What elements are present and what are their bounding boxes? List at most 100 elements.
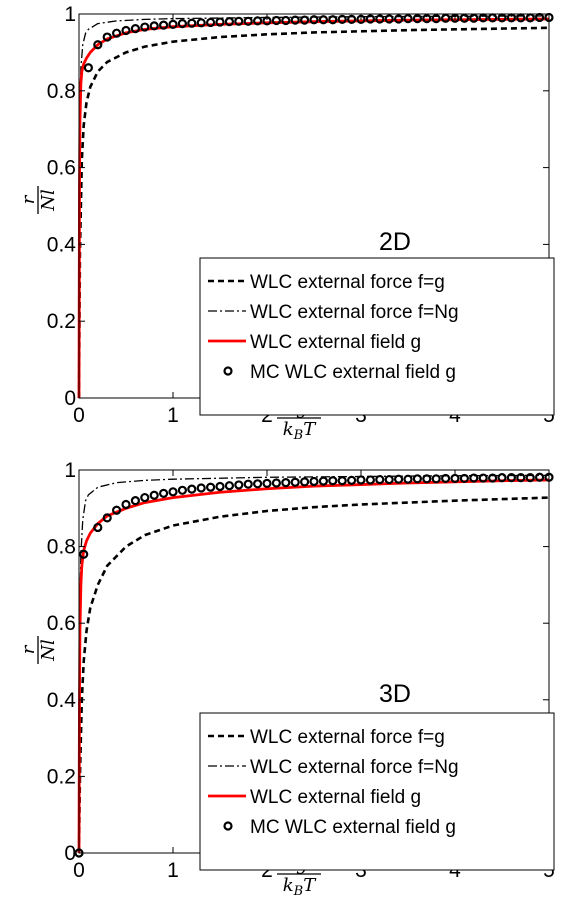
mc-marker xyxy=(224,481,234,491)
series-line-dashed xyxy=(77,496,550,854)
mc-marker xyxy=(431,14,441,24)
x-tick-label: 0 xyxy=(73,859,85,882)
y-label-numerator: r xyxy=(18,644,39,654)
mc-marker xyxy=(356,475,366,485)
mc-marker xyxy=(300,15,310,25)
legend-entry: WLC external force f=g xyxy=(250,272,445,293)
x-label-denominator: kBT xyxy=(283,419,317,443)
mc-marker xyxy=(290,15,300,25)
mc-marker xyxy=(469,13,479,23)
mc-marker xyxy=(506,13,516,23)
mc-marker xyxy=(337,476,347,486)
legend-box xyxy=(199,712,555,871)
mc-marker xyxy=(422,474,432,484)
legend-entry: WLC external force f=g xyxy=(250,727,445,748)
mc-marker xyxy=(93,522,103,533)
mc-marker xyxy=(130,23,140,34)
mc-marker xyxy=(79,549,89,559)
mc-marker xyxy=(459,473,469,484)
x-tick-label: 1 xyxy=(167,404,179,427)
mc-marker xyxy=(177,19,187,29)
legend: WLC external force f=g WLC external forc… xyxy=(199,712,555,871)
series-layer xyxy=(77,12,554,399)
mc-marker xyxy=(159,20,169,30)
y-tick-label: 0 xyxy=(64,387,76,410)
mc-marker xyxy=(177,485,187,495)
mc-marker xyxy=(196,18,206,28)
mc-marker xyxy=(102,513,112,523)
mc-marker xyxy=(300,477,310,487)
mc-marker xyxy=(187,484,197,494)
series-line-dashed xyxy=(77,26,550,399)
mc-marker xyxy=(271,478,281,488)
legend-entry: WLC external force f=Ng xyxy=(250,302,459,323)
y-tick-label: 0.8 xyxy=(47,80,76,103)
panel-label: 2D xyxy=(379,228,411,256)
mc-marker xyxy=(403,14,413,24)
mc-marker xyxy=(168,19,178,29)
mc-marker xyxy=(309,476,319,487)
y-axis-label: r Nl xyxy=(18,636,59,664)
mc-marker xyxy=(347,14,357,24)
y-tick-label: 0.8 xyxy=(47,536,76,559)
mc-marker xyxy=(412,14,422,24)
y-tick-label: 1 xyxy=(64,3,76,26)
legend-entry: MC WLC external field g xyxy=(250,362,456,383)
mc-marker xyxy=(431,474,441,484)
mc-marker xyxy=(506,473,516,483)
mc-marker xyxy=(243,479,253,489)
legend-entry: WLC external field g xyxy=(250,332,421,353)
mc-marker xyxy=(187,18,197,28)
mc-marker xyxy=(459,13,469,23)
mc-marker xyxy=(534,12,545,23)
mc-marker xyxy=(149,21,159,31)
mc-marker xyxy=(422,14,432,24)
mc-marker xyxy=(281,478,291,488)
y-tick-label: 0.4 xyxy=(47,233,77,256)
mc-marker xyxy=(488,473,498,483)
legend-swatch-marker xyxy=(223,821,233,831)
series-line-dashdot xyxy=(78,474,550,854)
mc-marker xyxy=(111,28,122,38)
mc-marker xyxy=(224,17,234,27)
y-label-numerator: r xyxy=(18,194,39,204)
y-axis-label: r Nl xyxy=(18,186,59,214)
ticks-layer: 01234500.20.40.60.81 xyxy=(47,3,555,427)
mc-marker xyxy=(121,25,131,36)
mc-marker xyxy=(347,475,357,485)
mc-marker xyxy=(384,14,394,24)
mc-marker xyxy=(337,14,347,24)
mc-marker xyxy=(140,492,150,503)
y-tick-label: 0.2 xyxy=(47,310,76,333)
y-tick-label: 1 xyxy=(64,459,76,482)
mc-marker xyxy=(478,13,488,23)
mc-marker xyxy=(206,17,216,28)
mc-marker xyxy=(262,478,272,489)
y-tick-label: 0.4 xyxy=(47,689,77,712)
mc-marker xyxy=(365,14,375,24)
mc-marker xyxy=(534,472,545,482)
mc-marker xyxy=(525,473,535,483)
mc-marker xyxy=(159,488,169,498)
legend-swatch-marker xyxy=(223,366,233,376)
x-label-denominator: kBT xyxy=(283,875,317,899)
y-tick-label: 0 xyxy=(64,842,76,865)
panel-3d: 01234500.20.40.60.81 3D r Nl lg kBT WLC … xyxy=(18,459,555,899)
mc-marker xyxy=(497,13,507,23)
mc-marker xyxy=(516,473,526,483)
mc-marker xyxy=(168,487,178,497)
legend: WLC external force f=g WLC external forc… xyxy=(199,257,555,416)
mc-marker xyxy=(478,473,488,483)
mc-marker xyxy=(271,15,281,26)
y-tick-label: 0.6 xyxy=(47,157,76,180)
mc-marker xyxy=(290,477,300,487)
mc-marker xyxy=(488,13,498,23)
mc-marker xyxy=(149,490,159,500)
legend-box xyxy=(199,257,555,416)
mc-marker xyxy=(375,14,385,24)
mc-marker xyxy=(121,499,131,510)
x-tick-label: 1 xyxy=(167,859,179,882)
mc-marker xyxy=(394,474,404,484)
mc-marker xyxy=(328,476,338,486)
